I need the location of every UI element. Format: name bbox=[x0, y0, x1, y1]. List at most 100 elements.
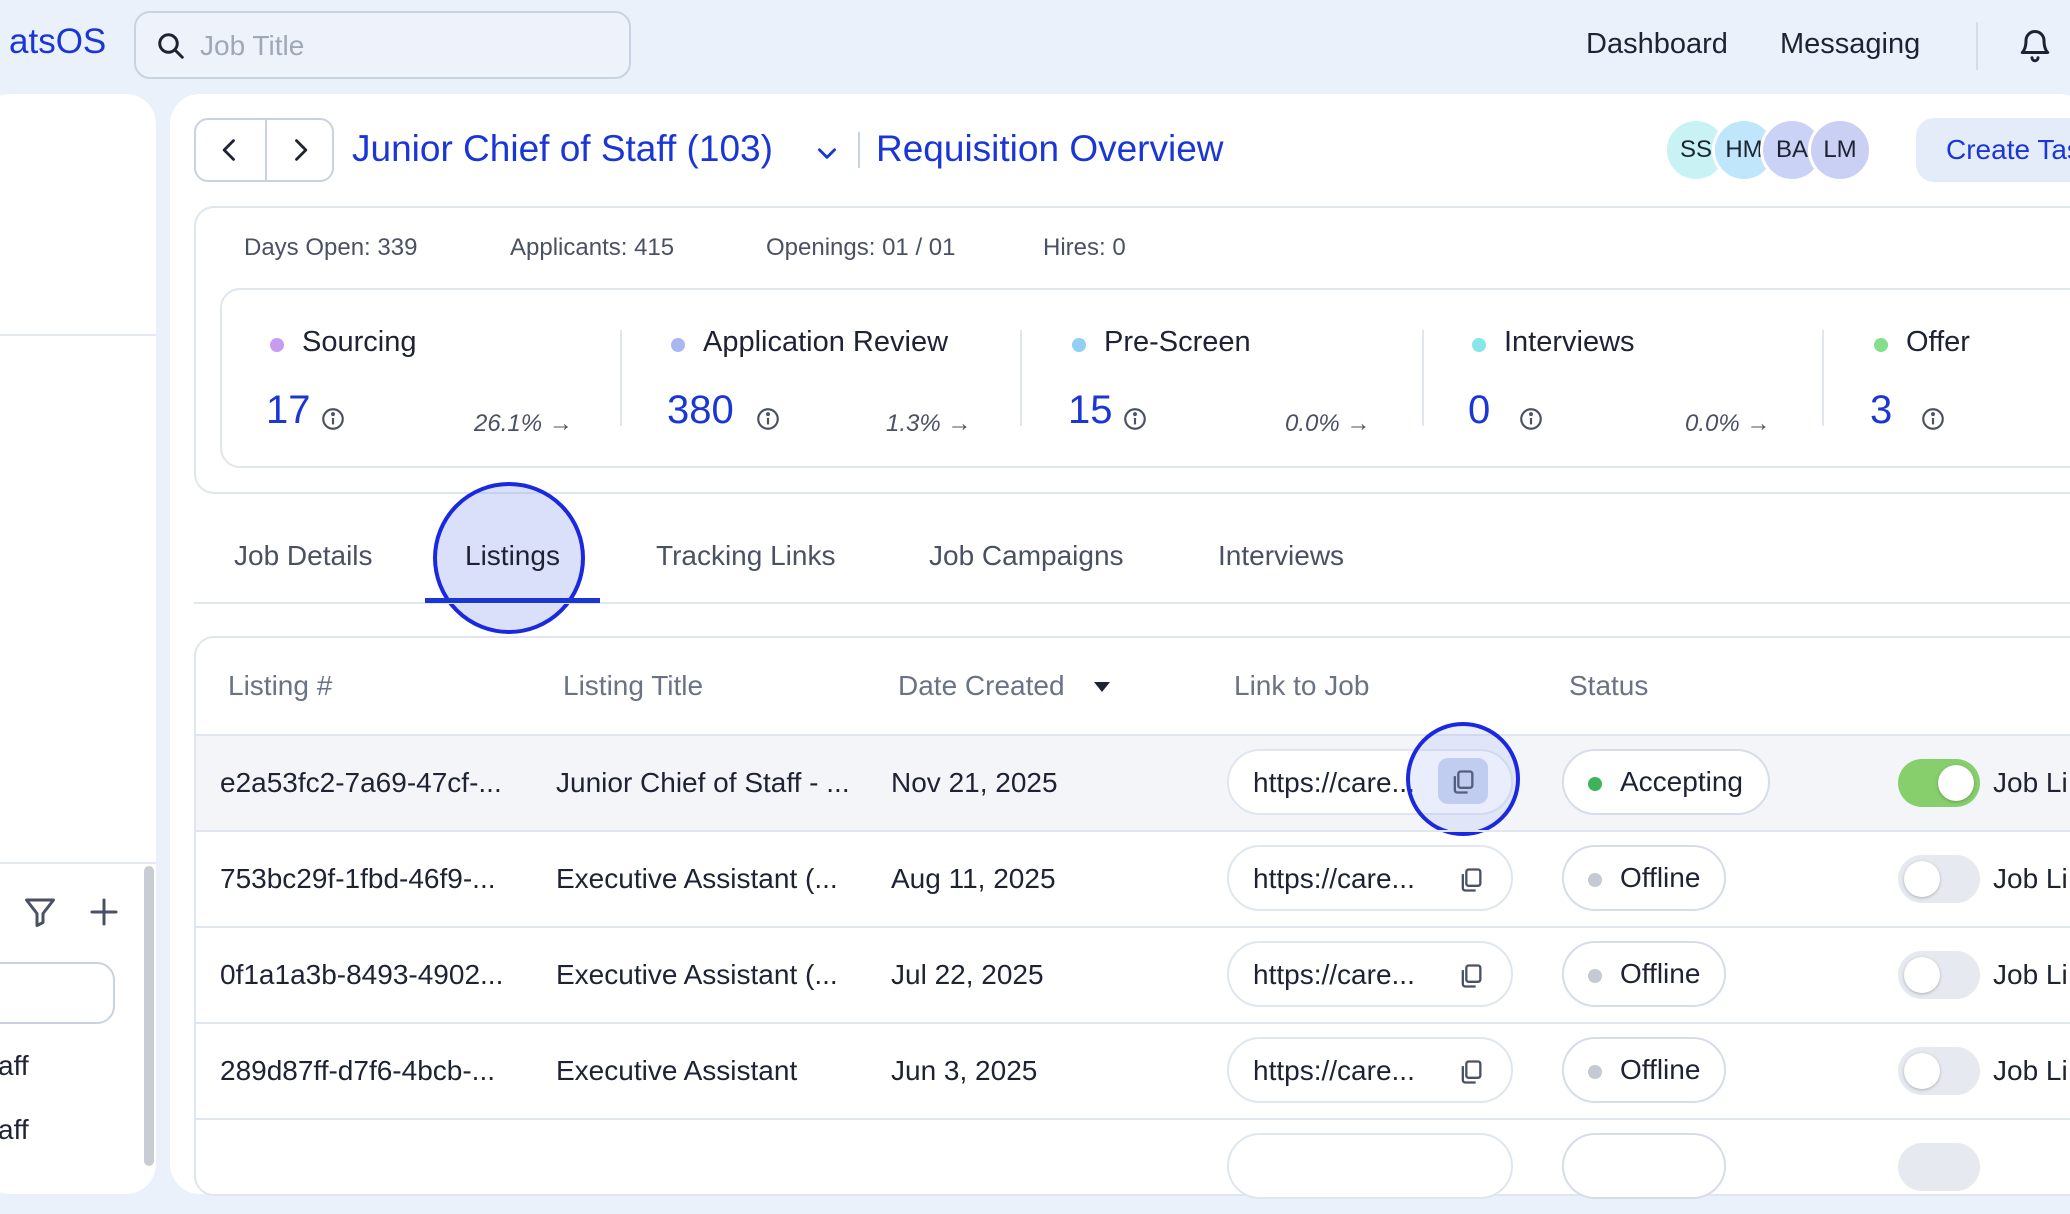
chevron-left-icon[interactable] bbox=[216, 136, 244, 164]
page-title: Requisition Overview bbox=[876, 128, 1224, 169]
chevron-down-icon bbox=[818, 148, 836, 159]
listing-toggle[interactable] bbox=[1898, 855, 1980, 903]
filter-button[interactable] bbox=[22, 894, 58, 935]
stage-dot bbox=[1072, 338, 1086, 352]
table-row[interactable] bbox=[196, 1022, 2070, 1118]
toggle-knob bbox=[1904, 957, 1940, 993]
info-icon[interactable] bbox=[1920, 406, 1946, 432]
days-open: Days Open: 339 bbox=[244, 234, 418, 261]
column-header-link-to-job[interactable]: Link to Job bbox=[1234, 670, 1370, 701]
search-input[interactable] bbox=[198, 25, 602, 67]
sort-desc-icon[interactable] bbox=[1092, 680, 1112, 694]
left-panel-divider bbox=[0, 862, 156, 864]
create-task-button[interactable]: Create Task bbox=[1916, 118, 2070, 182]
filter-icon bbox=[25, 898, 55, 927]
chevron-right-icon[interactable] bbox=[286, 136, 314, 164]
column-header-date-created[interactable]: Date Created bbox=[898, 670, 1065, 701]
table-row[interactable] bbox=[196, 830, 2070, 926]
notifications-button[interactable] bbox=[2017, 26, 2053, 69]
sidebar-item[interactable]: aff bbox=[0, 1050, 29, 1081]
nav-separator bbox=[265, 120, 267, 180]
stage-label: Pre-Screen bbox=[1104, 326, 1251, 358]
date-created: Nov 21, 2025 bbox=[891, 767, 1058, 798]
stage-dot bbox=[1472, 338, 1486, 352]
listing-id: e2a53fc2-7a69-47cf-... bbox=[220, 767, 502, 798]
copy-icon[interactable] bbox=[1457, 1057, 1485, 1087]
table-row[interactable] bbox=[196, 734, 2070, 830]
copy-icon[interactable] bbox=[1457, 961, 1485, 991]
listing-toggle[interactable] bbox=[1898, 759, 1980, 807]
stage-dot bbox=[270, 338, 284, 352]
table-row[interactable] bbox=[196, 926, 2070, 1022]
job-title-selector[interactable]: Junior Chief of Staff (103) bbox=[352, 128, 773, 169]
tab-job-details[interactable]: Job Details bbox=[234, 540, 373, 571]
sidebar-scrollbar[interactable] bbox=[144, 866, 154, 1166]
tab-tracking-links[interactable]: Tracking Links bbox=[656, 540, 836, 571]
copy-icon[interactable] bbox=[1457, 865, 1485, 895]
listing-title: Junior Chief of Staff - ... bbox=[556, 767, 850, 798]
info-icon[interactable] bbox=[1122, 406, 1148, 432]
stage-count: 380 bbox=[667, 388, 734, 432]
tab-highlight bbox=[433, 482, 585, 634]
status-badge: Offline bbox=[1562, 1037, 1726, 1103]
info-icon[interactable] bbox=[1518, 406, 1544, 432]
info-icon[interactable] bbox=[320, 406, 346, 432]
job-link-text: https://care... bbox=[1253, 863, 1415, 894]
create-task-label: Create Task bbox=[1946, 134, 2070, 165]
nav-dashboard[interactable]: Dashboard bbox=[1586, 28, 1728, 60]
job-title-dropdown[interactable] bbox=[814, 140, 840, 171]
title-divider bbox=[858, 132, 860, 168]
nav-messaging[interactable]: Messaging bbox=[1780, 28, 1921, 60]
listing-title: Executive Assistant (... bbox=[556, 959, 838, 990]
job-link-field[interactable]: https://care... bbox=[1227, 941, 1513, 1007]
date-created: Jul 22, 2025 bbox=[891, 959, 1044, 990]
job-search[interactable] bbox=[134, 11, 631, 79]
stage-count: 15 bbox=[1068, 388, 1113, 432]
tab-interviews[interactable]: Interviews bbox=[1218, 540, 1345, 571]
stage-label: Sourcing bbox=[302, 326, 417, 358]
add-button[interactable] bbox=[86, 894, 122, 935]
table-row[interactable] bbox=[196, 1118, 2070, 1214]
column-header-listing-title[interactable]: Listing Title bbox=[563, 670, 704, 701]
stage-count: 0 bbox=[1468, 388, 1491, 432]
sidebar-search-input[interactable] bbox=[0, 962, 115, 1024]
stage-dot bbox=[671, 338, 685, 352]
copy-button-highlight bbox=[1406, 722, 1520, 836]
job-link-field[interactable] bbox=[1227, 1133, 1513, 1199]
plus-icon bbox=[90, 898, 118, 926]
bell-icon bbox=[2020, 30, 2050, 63]
date-created: Aug 11, 2025 bbox=[891, 863, 1056, 894]
job-link-text: https://care... bbox=[1253, 1055, 1415, 1086]
job-link-field[interactable]: https://care... bbox=[1227, 1037, 1513, 1103]
listings-table bbox=[194, 636, 2070, 1196]
brand-logo[interactable]: atsOS bbox=[9, 22, 107, 61]
status-dot bbox=[1588, 1065, 1602, 1079]
stage-divider bbox=[620, 330, 622, 426]
status-badge: Offline bbox=[1562, 941, 1726, 1007]
sidebar-item[interactable]: aff bbox=[0, 1114, 29, 1145]
stage-label: Application Review bbox=[703, 326, 949, 358]
status-badge: Accepting bbox=[1562, 749, 1770, 815]
stage-conversion: 26.1% → bbox=[474, 410, 573, 437]
listing-toggle[interactable] bbox=[1898, 1047, 1980, 1095]
status-badge bbox=[1562, 1133, 1726, 1199]
toggle-label: Job Li bbox=[1993, 767, 2068, 798]
search-icon bbox=[158, 33, 184, 59]
left-panel-divider bbox=[0, 334, 156, 336]
stage-divider bbox=[1422, 330, 1424, 426]
listing-toggle[interactable] bbox=[1898, 951, 1980, 999]
tab-listings[interactable]: Listings bbox=[465, 540, 560, 571]
tab-job-campaigns[interactable]: Job Campaigns bbox=[929, 540, 1124, 571]
stage-dot bbox=[1874, 338, 1888, 352]
column-header-listing-number[interactable]: Listing # bbox=[228, 670, 333, 701]
hires-count: Hires: 0 bbox=[1043, 234, 1126, 261]
status-dot bbox=[1588, 873, 1602, 887]
listing-toggle[interactable] bbox=[1898, 1143, 1980, 1191]
column-header-status[interactable]: Status bbox=[1569, 670, 1649, 701]
stage-conversion: 0.0% → bbox=[1685, 410, 1771, 437]
listing-title: Executive Assistant bbox=[556, 1055, 798, 1086]
job-link-field[interactable]: https://care... bbox=[1227, 845, 1513, 911]
info-icon[interactable] bbox=[755, 406, 781, 432]
avatar[interactable]: LM bbox=[1808, 118, 1872, 182]
toggle-knob bbox=[1904, 861, 1940, 897]
